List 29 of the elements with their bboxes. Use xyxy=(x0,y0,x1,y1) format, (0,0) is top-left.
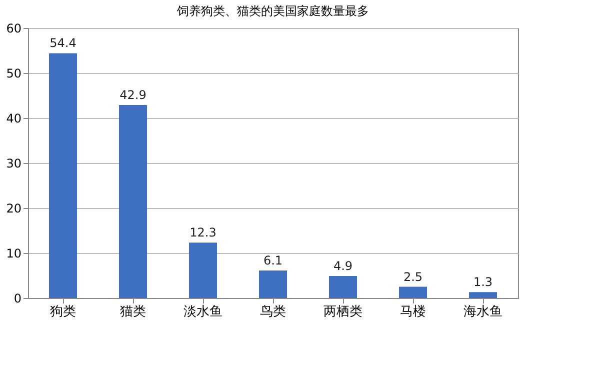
y-tick-label: 20 xyxy=(6,202,22,216)
bar xyxy=(49,53,77,298)
chart-title: 饲养狗类、猫类的美国家庭数量最多 xyxy=(176,4,369,18)
data-label: 1.3 xyxy=(473,275,493,290)
x-tick-label: 海水鱼 xyxy=(464,304,502,320)
x-tick-label: 猫类 xyxy=(120,304,146,320)
data-label: 42.9 xyxy=(120,88,146,102)
data-label: 54.4 xyxy=(50,36,76,50)
y-tick-label: 50 xyxy=(6,66,22,80)
y-tick-label: 30 xyxy=(6,156,22,170)
x-tick-label: 淡水鱼 xyxy=(184,304,222,320)
bar xyxy=(399,286,427,298)
x-tick-label: 鸟类 xyxy=(260,304,286,320)
x-tick-label: 马楼 xyxy=(400,304,426,320)
bar xyxy=(119,104,147,298)
bar xyxy=(189,242,217,298)
bar xyxy=(329,276,357,298)
data-label: 12.3 xyxy=(190,226,216,240)
y-tick-label: 0 xyxy=(14,292,22,306)
bar xyxy=(469,292,497,298)
data-label: 4.9 xyxy=(333,258,353,273)
x-tick-label: 狗类 xyxy=(50,304,76,320)
x-tick-label: 两栖类 xyxy=(324,304,362,320)
data-label: 2.5 xyxy=(403,270,423,284)
data-label: 6.1 xyxy=(263,254,283,268)
y-tick-label: 40 xyxy=(6,112,22,126)
y-tick-label: 10 xyxy=(6,246,22,260)
bar xyxy=(259,270,287,298)
y-tick-label: 60 xyxy=(6,22,22,36)
